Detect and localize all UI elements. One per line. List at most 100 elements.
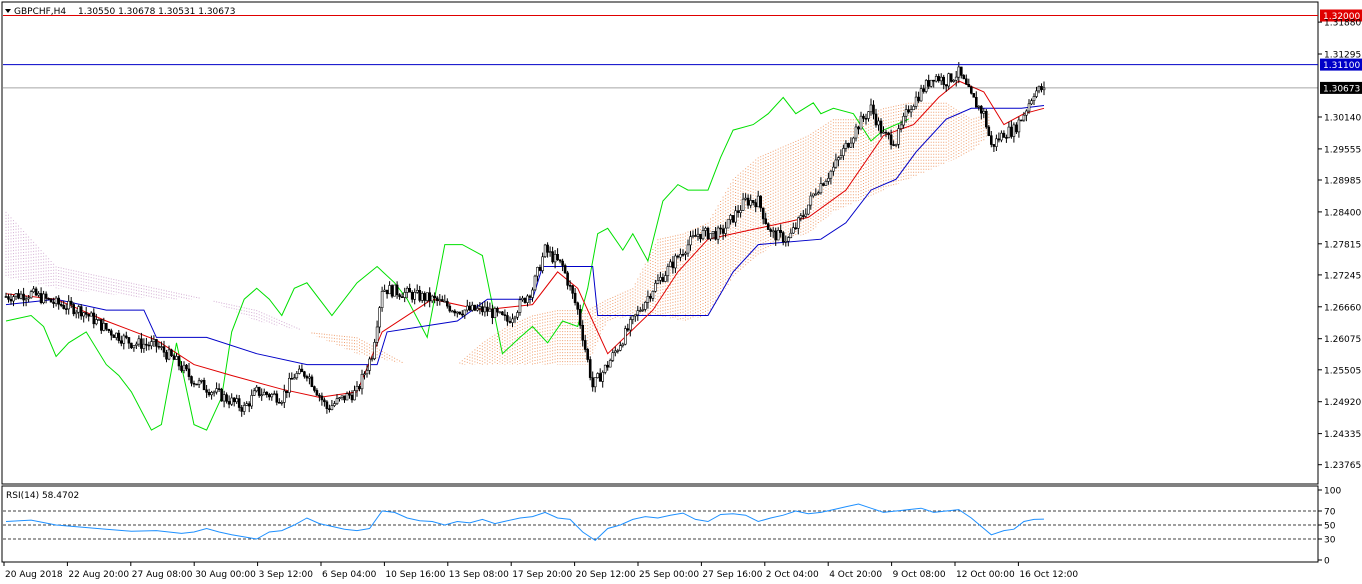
candle-body [383,289,386,292]
candlesticks [4,62,1046,417]
candle-body [232,397,236,403]
candle-body [160,346,163,348]
candle-body [12,296,15,302]
candle-body [588,359,592,378]
candle-body [523,297,527,303]
candle-body [764,218,768,225]
candle-body [205,389,208,393]
candle-body [829,170,833,179]
candle-body [649,295,652,299]
candle-body [724,227,727,234]
candle-body [340,395,344,398]
candle-body [959,66,963,76]
candle-body [320,395,324,401]
price-tag-1.32000 [1320,9,1362,22]
candle-body [704,227,707,231]
candle-body [132,345,136,349]
candle-body [448,305,452,312]
candle-body [227,401,231,405]
candle-body [824,181,828,186]
candle-body [110,330,113,336]
candle-body [613,350,617,354]
candle-body [907,109,910,113]
price-tag-label: 1.31100 [1323,61,1360,71]
candle-body [927,80,931,87]
candle-body [67,300,70,310]
candle-body [844,143,848,149]
dropdown-triangle-icon[interactable] [5,9,11,13]
candle-body [172,355,176,360]
y-tick-label: 1.31295 [1324,51,1361,61]
candle-body [29,291,33,299]
candle-body [867,111,870,119]
candle-body [543,244,547,257]
chikou-span-line [5,96,909,431]
candle-body [54,297,58,304]
candle-body [365,370,369,375]
candle-body [125,335,128,338]
candle-body [576,302,580,310]
candle-body [561,260,564,266]
candle-body [811,193,815,197]
y-tick-label: 1.27815 [1324,240,1361,250]
price-lines[interactable]: 1.32000 1.31100 1.30673 [3,9,1362,95]
candle-body [147,344,151,347]
candle-body [308,376,311,379]
candle-body [358,385,361,390]
candle-body [774,230,778,241]
x-tick-label: 6 Sep 04:00 [322,570,377,580]
candle-body [541,256,544,271]
candle-body [95,319,98,325]
price-tag-label: 1.32000 [1323,12,1360,22]
candle-body [398,294,401,297]
candle-body [603,364,607,373]
x-tick-label: 10 Sep 16:00 [385,570,445,580]
candle-body [62,305,66,309]
candle-body [177,356,181,367]
candle-body [503,314,507,317]
candle-body [809,195,813,206]
candle-body [445,300,449,307]
candle-body [638,310,642,312]
candle-body [974,97,978,108]
time-axis: 20 Aug 2018 22 Aug 20:00 27 Aug 08:00 30 Au… [3,562,1078,580]
candle-body [107,328,111,331]
candle-body [265,391,269,395]
candle-body [486,306,489,312]
candle-body [744,197,747,200]
candle-body [929,79,933,87]
y-tick-label: 1.26660 [1324,303,1361,313]
candle-body [914,96,918,107]
candle-body [252,390,256,396]
candle-body [862,115,865,119]
candle-body [516,312,519,318]
candle-body [518,299,522,313]
candle-body [972,93,976,98]
x-tick-label: 12 Oct 00:00 [956,570,1015,580]
candle-body [190,376,193,384]
y-tick-label: 1.23765 [1324,461,1361,471]
candle-body [611,352,615,361]
candle-body [450,310,454,313]
ohlc-readout: 1.30550 1.30678 1.30531 1.30673 [78,7,235,17]
y-tick-label: 1.27245 [1324,271,1361,281]
candle-body [954,76,958,81]
candle-body [902,116,905,126]
candle-body [761,207,765,220]
candle-body [463,309,467,316]
candle-body [664,275,667,282]
candle-body [74,311,78,315]
candle-body [24,298,28,301]
candle-body [706,227,710,240]
y-tick-label: 1.25505 [1324,366,1361,376]
candle-body [1005,137,1008,139]
candle-body [478,306,482,309]
candle-body [433,295,437,299]
y-tick-label: 1.31880 [1324,19,1361,29]
candle-body [754,202,758,208]
candle-body [967,84,971,88]
candle-body [363,373,366,376]
candle-body [89,312,93,317]
candle-body [287,377,291,393]
